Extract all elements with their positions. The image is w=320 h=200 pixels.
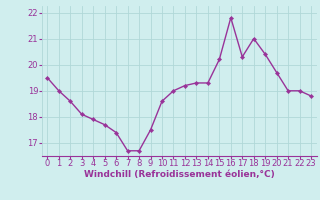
X-axis label: Windchill (Refroidissement éolien,°C): Windchill (Refroidissement éolien,°C) xyxy=(84,170,275,179)
